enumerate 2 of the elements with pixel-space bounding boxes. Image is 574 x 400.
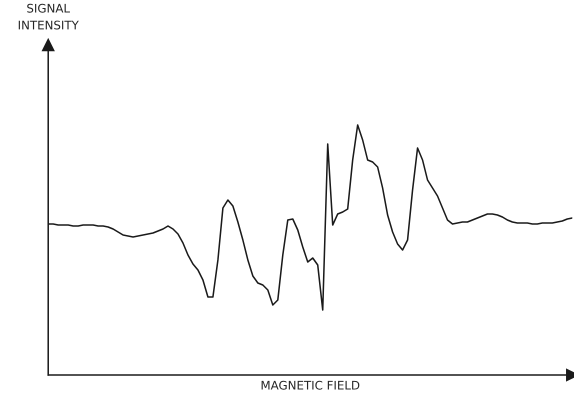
- text: SIGNAL INTENSITY: [18, 4, 79, 30]
- x-axis-title: MAGNETIC FIELD: [262, 380, 360, 390]
